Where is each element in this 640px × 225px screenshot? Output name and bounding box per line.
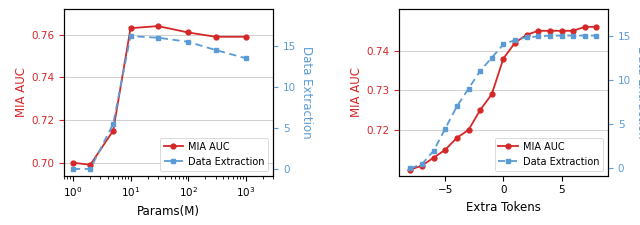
MIA AUC bbox=[488, 93, 495, 96]
Data Extraction bbox=[511, 39, 519, 41]
X-axis label: Extra Tokens: Extra Tokens bbox=[466, 201, 541, 214]
Data Extraction bbox=[430, 149, 438, 152]
MIA AUC bbox=[127, 27, 134, 29]
Data Extraction bbox=[406, 167, 414, 170]
Data Extraction bbox=[476, 70, 484, 72]
MIA AUC bbox=[69, 161, 77, 164]
X-axis label: Params(M): Params(M) bbox=[137, 205, 200, 218]
Data Extraction bbox=[154, 36, 162, 39]
Data Extraction bbox=[557, 34, 565, 37]
Legend: MIA AUC, Data Extraction: MIA AUC, Data Extraction bbox=[495, 138, 603, 171]
MIA AUC bbox=[546, 29, 554, 32]
MIA AUC bbox=[430, 156, 438, 159]
MIA AUC bbox=[511, 41, 519, 44]
Data Extraction bbox=[86, 168, 94, 170]
MIA AUC bbox=[476, 109, 484, 111]
MIA AUC bbox=[453, 137, 461, 139]
MIA AUC bbox=[184, 31, 192, 34]
MIA AUC bbox=[523, 34, 531, 36]
Line: Data Extraction: Data Extraction bbox=[408, 33, 599, 171]
Data Extraction bbox=[127, 35, 134, 37]
MIA AUC bbox=[154, 25, 162, 27]
MIA AUC bbox=[570, 29, 577, 32]
MIA AUC bbox=[534, 29, 542, 32]
Y-axis label: MIA AUC: MIA AUC bbox=[15, 67, 28, 117]
Data Extraction bbox=[523, 36, 531, 39]
Data Extraction bbox=[442, 127, 449, 130]
Y-axis label: MIA AUC: MIA AUC bbox=[350, 67, 363, 117]
Data Extraction bbox=[109, 122, 117, 125]
MIA AUC bbox=[406, 168, 414, 171]
Data Extraction bbox=[69, 168, 77, 170]
Data Extraction bbox=[570, 34, 577, 37]
MIA AUC bbox=[557, 29, 565, 32]
MIA AUC bbox=[86, 164, 94, 166]
MIA AUC bbox=[581, 25, 589, 28]
MIA AUC bbox=[593, 25, 600, 28]
Y-axis label: Data Extraction: Data Extraction bbox=[635, 46, 640, 139]
MIA AUC bbox=[418, 164, 426, 167]
Data Extraction bbox=[184, 40, 192, 43]
Data Extraction bbox=[581, 34, 589, 37]
Line: MIA AUC: MIA AUC bbox=[70, 24, 248, 167]
Y-axis label: Data Extraction: Data Extraction bbox=[300, 46, 313, 139]
MIA AUC bbox=[242, 35, 250, 38]
MIA AUC bbox=[465, 128, 472, 131]
Data Extraction bbox=[546, 34, 554, 37]
Data Extraction bbox=[212, 49, 220, 51]
Data Extraction bbox=[500, 43, 508, 46]
Legend: MIA AUC, Data Extraction: MIA AUC, Data Extraction bbox=[160, 138, 268, 171]
Data Extraction bbox=[453, 105, 461, 108]
Data Extraction bbox=[465, 87, 472, 90]
Data Extraction bbox=[242, 57, 250, 60]
Data Extraction bbox=[418, 163, 426, 165]
Data Extraction bbox=[534, 35, 542, 38]
Data Extraction bbox=[593, 34, 600, 37]
MIA AUC bbox=[442, 148, 449, 151]
Line: Data Extraction: Data Extraction bbox=[70, 34, 248, 171]
MIA AUC bbox=[109, 129, 117, 132]
MIA AUC bbox=[212, 35, 220, 38]
Data Extraction bbox=[488, 56, 495, 59]
MIA AUC bbox=[500, 57, 508, 60]
Line: MIA AUC: MIA AUC bbox=[408, 24, 599, 172]
